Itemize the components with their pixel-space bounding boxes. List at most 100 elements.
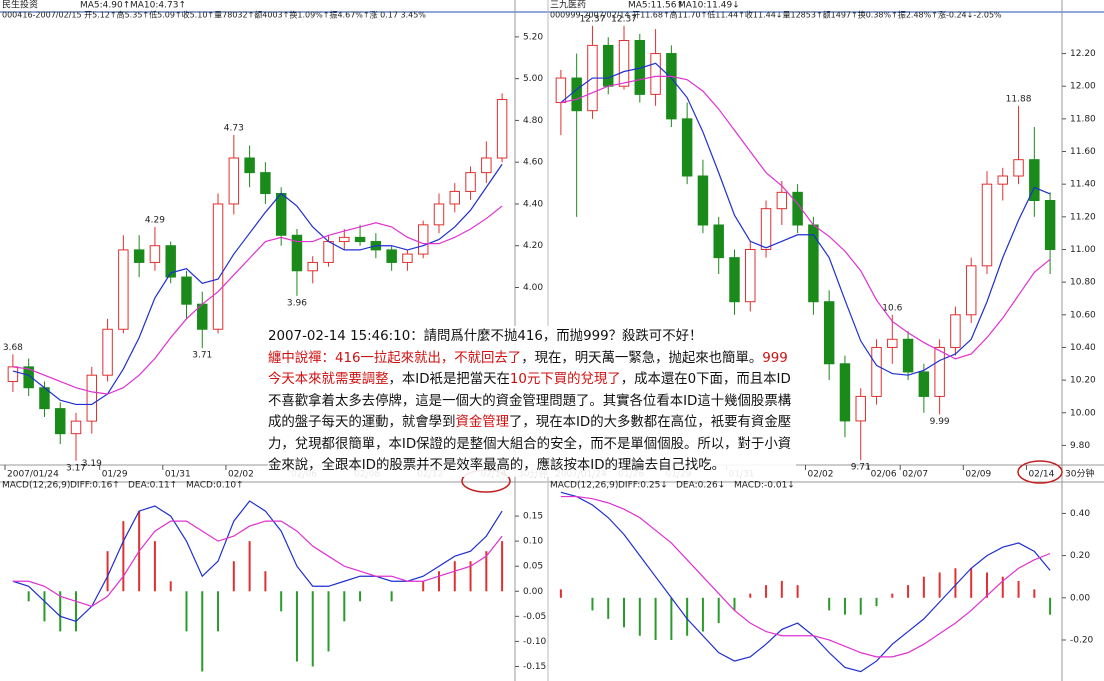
- candle-body: [965, 265, 977, 316]
- candle-body: [417, 224, 429, 255]
- candle-body: [650, 53, 661, 95]
- candle-body: [713, 224, 724, 259]
- candle-body: [402, 253, 413, 263]
- y-tick-label: -0.20: [1070, 635, 1094, 645]
- price-annotation: 9.99: [930, 417, 950, 427]
- candle-body: [839, 363, 851, 422]
- y-tick-label: 0.15: [523, 512, 543, 522]
- ma-line: [560, 62, 1051, 376]
- ma-label: MA10:4.73↑: [130, 1, 186, 11]
- candle-body: [212, 203, 224, 330]
- candle-body: [981, 183, 993, 267]
- answer-segment: 了，現在本ID的大多數都在高位，衹要有資金壓力，兌現都很簡單，本ID保證的是整個…: [268, 415, 792, 473]
- answer-segment: ，現在，明天萬一緊急，抛起來也簡單。: [521, 350, 763, 366]
- price-annotation: 12.37: [580, 14, 606, 24]
- macd-line: [560, 491, 1051, 673]
- y-tick-label: 10.80: [1070, 278, 1096, 288]
- x-tick-label: 2007/01/24: [7, 470, 59, 480]
- y-tick-label: 4.40: [523, 199, 543, 209]
- candle-body: [449, 190, 460, 205]
- candle-body: [149, 245, 161, 263]
- candle-body: [697, 175, 709, 226]
- price-annotation: 4.73: [224, 124, 244, 134]
- ma-line: [560, 75, 1051, 360]
- macd-label: MACD:-0.01↓: [734, 481, 795, 491]
- candle-body: [745, 248, 756, 303]
- price-annotation: 12.37: [611, 14, 637, 24]
- candle-body: [855, 395, 866, 422]
- candle-body: [291, 234, 303, 272]
- y-tick-label: 4.00: [523, 283, 543, 293]
- macd-label: DEA:0.11↑: [128, 481, 177, 491]
- candle-body: [808, 224, 819, 303]
- candle-body: [603, 44, 614, 87]
- candle-body: [571, 77, 582, 112]
- x-tick-label: 02/14: [1028, 470, 1054, 480]
- x-tick-label: 02/09: [965, 470, 991, 480]
- candle-body: [634, 39, 646, 95]
- candle-body: [792, 191, 803, 226]
- candle-body: [260, 172, 271, 195]
- quote-line: 000999-2007/02/14 开11.68↑高11.70↑低11.44↑收…: [550, 10, 1002, 20]
- candle-body: [181, 276, 192, 305]
- x-tick-label: 02/06: [871, 470, 897, 480]
- candle-body: [918, 371, 930, 397]
- y-tick-label: 0.00: [1070, 593, 1090, 603]
- candle-body: [666, 53, 677, 120]
- macd-title: MACD(12,26,9): [2, 481, 70, 491]
- y-tick-label: 0.40: [1070, 509, 1090, 519]
- candle-body: [934, 346, 945, 397]
- y-tick-label: 0.20: [1070, 551, 1090, 561]
- candle-body: [997, 175, 1008, 185]
- y-tick-label: 11.80: [1070, 114, 1096, 124]
- candle-body: [339, 236, 350, 243]
- y-tick-label: -0.10: [523, 637, 547, 647]
- candle-body: [1013, 159, 1024, 177]
- macd-line: [12, 500, 503, 623]
- ma-label: MA10:11.49↓: [678, 1, 740, 11]
- candle-body: [133, 249, 145, 263]
- candle-body: [481, 157, 492, 174]
- ma-label: MA5:4.90↑: [80, 1, 130, 11]
- candle-body: [307, 261, 318, 272]
- candle-body: [729, 257, 740, 303]
- y-tick-label: 9.80: [1070, 441, 1090, 451]
- commentary: 2007-02-14 15:46:10：請問爲什麼不抛416，而抛999？殺跌可…: [268, 326, 796, 477]
- y-tick-label: 10.00: [1070, 408, 1096, 418]
- candle-body: [433, 203, 445, 226]
- y-tick-label: 11.60: [1070, 147, 1096, 157]
- candle-body: [496, 99, 508, 159]
- candle-body: [902, 338, 914, 373]
- y-tick-label: -0.05: [523, 612, 546, 622]
- answer-segment: 資金管理: [455, 415, 510, 430]
- candle-body: [618, 39, 630, 87]
- price-annotation: 3.17: [66, 463, 86, 473]
- stock-name: 三九医药: [550, 0, 586, 11]
- y-tick-label: 11.40: [1070, 180, 1096, 190]
- answer-segment: ，成本還在0下面，而且本ID不喜歡拿着太多去停牌，這是一個大的資金管理問題了。其…: [268, 372, 792, 430]
- macd-line: [12, 520, 503, 607]
- y-tick-label: 10.40: [1070, 343, 1096, 353]
- stock-name: 民生投资: [2, 0, 38, 11]
- candle-body: [776, 191, 788, 210]
- candle-body: [760, 208, 772, 250]
- answer-segment: 10元下買的兌現了: [509, 372, 621, 387]
- y-tick-label: 0.00: [523, 587, 543, 597]
- x-tick-label: 01/29: [102, 470, 128, 480]
- macd-label: DIFF:0.16↑: [70, 481, 120, 491]
- price-annotation: 4.29: [145, 215, 165, 225]
- y-tick-label: 12.20: [1070, 49, 1096, 59]
- answer-segment: 纏中說禪：416一拉起來就出，不就回去了: [268, 350, 522, 366]
- candle-body: [354, 236, 366, 243]
- price-annotation: 9.71: [851, 463, 871, 473]
- y-tick-label: 11.00: [1070, 245, 1096, 255]
- price-annotation: 3.71: [192, 351, 212, 361]
- y-tick-label: 12.00: [1070, 82, 1096, 92]
- answer: 纏中說禪：416一拉起來就出，不就回去了，現在，明天萬一緊急，抛起來也簡單。99…: [268, 348, 796, 477]
- highlight-oval: [1017, 460, 1063, 484]
- candle-body: [23, 366, 34, 389]
- question: 2007-02-14 15:46:10：請問爲什麼不抛416，而抛999？殺跌可…: [268, 329, 703, 344]
- x-tick-label: 02/02: [808, 470, 834, 480]
- candle-body: [102, 328, 113, 376]
- candle-body: [86, 374, 98, 422]
